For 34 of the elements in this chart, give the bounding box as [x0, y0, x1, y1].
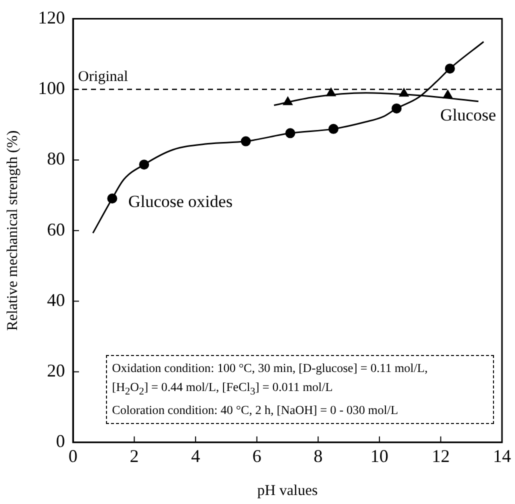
x-tick-label: 6 [252, 446, 262, 466]
point [328, 124, 338, 134]
point [392, 103, 402, 114]
y-tick-label: 120 [38, 8, 65, 28]
ref-line-label: Original [78, 68, 128, 85]
x-tick-label: 8 [314, 446, 323, 466]
x-axis-title: pH values [257, 482, 318, 499]
point [326, 88, 336, 96]
point [107, 193, 118, 204]
x-tick-label: 4 [191, 446, 200, 466]
x-tick-label: 14 [493, 446, 511, 466]
series-label: Glucose [440, 105, 496, 124]
annotation: Coloration condition: 40 °C, 2 h, [NaOH] = 0 - 030 mol/L [112, 402, 400, 420]
point [444, 64, 455, 74]
y-tick-label: 0 [56, 431, 65, 452]
point [240, 136, 251, 146]
y-tick-label: 100 [38, 78, 65, 98]
y-tick-label: 40 [47, 290, 65, 310]
point [442, 90, 453, 98]
y-axis-title: Relative mechanical strength (%) [4, 130, 21, 331]
x-tick-label: 12 [432, 446, 450, 466]
y-tick-label: 80 [47, 148, 65, 169]
series-label: Glucose oxides [128, 192, 233, 211]
x-tick-label: 10 [370, 446, 388, 466]
x-tick-label: 0 [68, 446, 78, 466]
point [285, 128, 296, 138]
point [139, 160, 150, 170]
annotation: [H$_{2}$O$_{2}$] = 0.44 mol/L, [FeCl$_{3}$] = 0.011 mol/L [112, 379, 334, 400]
y-tick-label: 60 [47, 219, 65, 240]
y-tick-label: 20 [47, 360, 65, 381]
point [282, 96, 293, 106]
point [399, 88, 409, 97]
x-tick-label: 2 [130, 446, 139, 466]
annotation: Oxidation condition: 100 °C, 30 min, [D-glucose] = 0.11 mol/L, [112, 360, 429, 377]
